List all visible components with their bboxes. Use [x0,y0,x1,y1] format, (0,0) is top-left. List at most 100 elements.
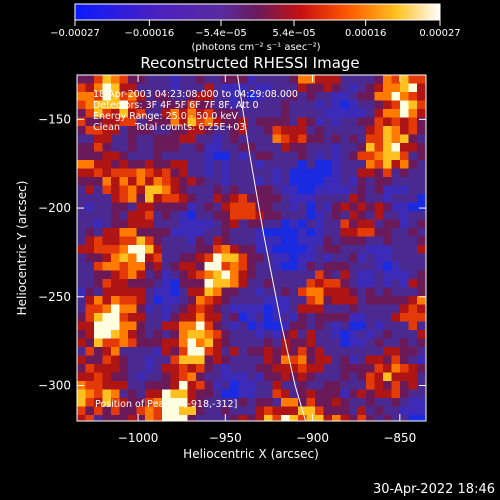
heatmap-cell [400,279,409,288]
heatmap-cell [128,372,137,382]
heatmap-cell [289,270,299,280]
heatmap-cell [255,92,265,101]
heatmap-cell [170,330,180,339]
heatmap-cell [111,185,120,195]
heatmap-cell [349,109,358,118]
heatmap-cell [111,236,120,246]
heatmap-cell [400,177,409,186]
heatmap-cell [153,228,163,237]
heatmap-cell [77,109,86,118]
heatmap-cell [119,151,129,161]
heatmap-cell [332,245,341,254]
heatmap-cell [306,185,316,195]
heatmap-cell [323,151,333,161]
heatmap-cells [77,75,426,421]
heatmap-cell [306,372,316,382]
heatmap-cell [272,168,282,178]
heatmap-cell [204,194,214,203]
heatmap-cell [102,270,112,280]
heatmap-cell [230,202,239,212]
heatmap-cell [272,211,282,220]
heatmap-cell [332,202,341,212]
heatmap-cell [383,270,392,280]
heatmap-cell [315,245,324,254]
heatmap-cell [170,304,180,314]
heatmap-cell [289,236,299,246]
heatmap-cell [162,143,171,152]
heatmap-cell [340,160,350,169]
heatmap-cell [94,304,103,314]
heatmap-cell [196,202,205,212]
heatmap-cell [196,134,205,144]
heatmap-cell [349,253,358,263]
heatmap-cell [119,75,129,84]
heatmap-cell [357,338,367,348]
heatmap-cell [417,287,426,297]
heatmap-cell [349,211,358,220]
info-line-time: 18-Apr-2003 04:23:08.000 to 04:29:08.000 [93,89,298,100]
solar-limb-line [237,75,307,421]
heatmap-cell [349,415,358,421]
heatmap-cell [221,151,231,161]
heatmap-cell [128,109,137,118]
heatmap-cell [391,355,401,365]
heatmap-cell [85,228,95,237]
heatmap-cell [315,168,324,178]
heatmap-cell [94,168,103,178]
heatmap-cell [417,270,426,280]
heatmap-cell [77,406,86,416]
heatmap-cell [162,83,171,93]
heatmap-cell [94,389,103,399]
heatmap-cell [153,126,163,135]
heatmap-cell [153,262,163,271]
heatmap-cell [400,92,409,101]
heatmap-cell [298,202,307,212]
heatmap-cell [289,160,299,169]
heatmap-cell [247,236,256,246]
heatmap-cell [170,83,180,93]
heatmap-cell [213,236,222,246]
heatmap-cell [281,236,290,246]
heatmap-cell [349,313,358,322]
heatmap-cell [408,287,418,297]
heatmap-cell [238,126,248,135]
heatmap-cell [255,194,265,203]
heatmap-cell [213,100,222,110]
heatmap-cell [281,134,290,144]
heatmap-cell [196,321,205,331]
heatmap-cell [391,279,401,288]
heatmap-cell [332,347,341,356]
heatmap-cell [408,168,418,178]
heatmap-cell [315,185,324,195]
heatmap-cell [357,389,367,399]
heatmap-cell [400,219,409,229]
heatmap-cell [247,304,256,314]
heatmap-cell [179,211,188,220]
heatmap-cell [391,389,401,399]
heatmap-cell [425,313,426,322]
heatmap-cell [400,330,409,339]
heatmap-cell [366,347,375,356]
heatmap-cell [238,398,248,407]
heatmap-cell [272,134,282,144]
heatmap-cell [221,160,231,169]
heatmap-cell [119,262,129,271]
heatmap-cell [383,160,392,169]
heatmap-cell [315,253,324,263]
heatmap-cell [170,92,180,101]
colorbar-tick-label: −0.00027 [50,28,100,39]
heatmap-cell [94,262,103,271]
heatmap-cell [213,287,222,297]
heatmap-cell [272,202,282,212]
heatmap-cell [332,389,341,399]
plot-area [77,75,426,421]
heatmap-cell [255,262,265,271]
heatmap-cell [374,92,384,101]
heatmap-cell [366,219,375,229]
heatmap-cell [136,389,146,399]
heatmap-cell [196,381,205,390]
heatmap-cell [306,330,316,339]
heatmap-cell [213,262,222,271]
heatmap-cell [366,262,375,271]
heatmap-cell [85,92,95,101]
